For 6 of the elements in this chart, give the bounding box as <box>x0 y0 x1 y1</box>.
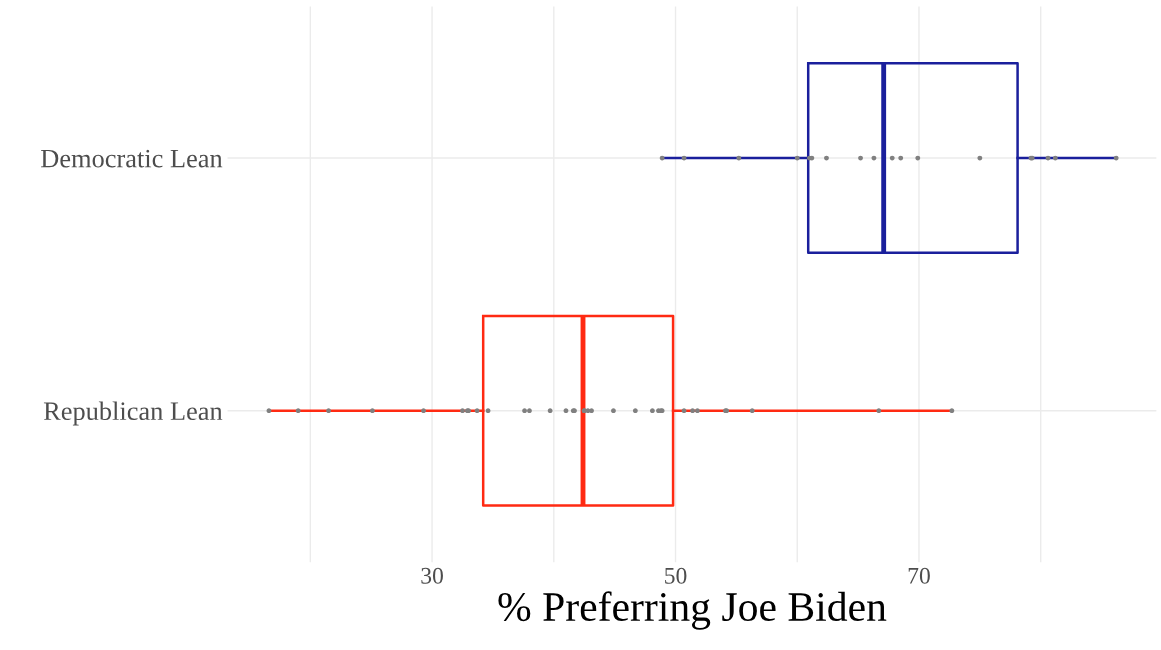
y-tick-label: Democratic Lean <box>41 149 223 168</box>
x-tick-label: 50 <box>665 567 687 584</box>
x-axis-title: % Preferring Joe Biden <box>498 591 887 630</box>
y-tick-label: Republican Lean <box>43 401 223 426</box>
x-tick-label: 30 <box>421 567 443 584</box>
x-tick-label: 70 <box>908 567 930 584</box>
